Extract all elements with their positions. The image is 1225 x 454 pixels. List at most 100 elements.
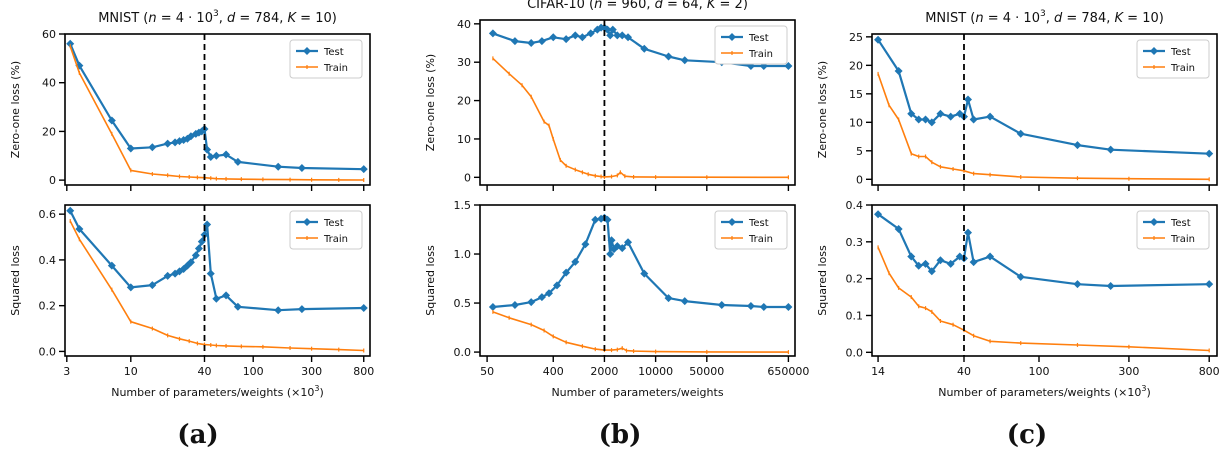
x-tick-label: 300 bbox=[1118, 365, 1139, 378]
y-tick-label: 0.4 bbox=[846, 199, 864, 212]
data-point-test bbox=[1016, 129, 1025, 138]
data-point-test bbox=[126, 283, 135, 292]
data-point-test bbox=[297, 305, 306, 314]
y-tick-label: 0.6 bbox=[39, 208, 57, 221]
data-point-test bbox=[608, 25, 617, 34]
legend-label: Test bbox=[748, 33, 769, 44]
data-point-test bbox=[603, 215, 612, 224]
data-point-test bbox=[581, 240, 590, 249]
data-point-test bbox=[963, 95, 972, 104]
series-line-train bbox=[877, 247, 1210, 352]
x-tick-label: 800 bbox=[353, 365, 374, 378]
x-tick-label: 2000 bbox=[590, 365, 618, 378]
legend: Test Train bbox=[1136, 39, 1210, 79]
legend-marker-test bbox=[1150, 47, 1158, 55]
data-point-test bbox=[537, 37, 546, 46]
y-tick-label: 0.0 bbox=[454, 346, 472, 359]
chart-panel-a-bottom: 3 10 40 100 300 800 0.0 0.2 0.4 0.6 Squared loss Nu… bbox=[9, 204, 374, 399]
data-point-test bbox=[986, 252, 995, 261]
chart-title: CIFAR-10 (n = 960, d = 64, K = 2) bbox=[527, 0, 748, 12]
x-tick-label: 40 bbox=[197, 365, 211, 378]
data-point-test bbox=[746, 62, 755, 71]
data-point-test bbox=[66, 39, 75, 48]
data-point-test bbox=[222, 291, 231, 300]
legend-label: Test bbox=[323, 47, 344, 58]
data-point-test bbox=[233, 302, 242, 311]
y-tick-label: 20 bbox=[849, 59, 863, 72]
caption-a: (a) bbox=[177, 420, 218, 450]
legend: Test Train bbox=[289, 39, 363, 79]
data-point-test bbox=[274, 162, 283, 171]
y-tick-label: 20 bbox=[457, 95, 471, 108]
data-point-test bbox=[107, 116, 116, 125]
data-point-test bbox=[664, 294, 673, 303]
data-point-test bbox=[200, 230, 209, 239]
y-tick-label: 0.3 bbox=[846, 236, 864, 249]
data-point-test bbox=[624, 33, 633, 42]
series-line-train bbox=[492, 311, 789, 353]
y-tick-label: 40 bbox=[42, 77, 56, 90]
chart-panel-c-top: 0 5 10 15 20 25 Zero-one loss (%) MNIST (n = 4 … bbox=[816, 9, 1218, 191]
chart-panel-b-bottom: 50 400 2000 10000 50000 650000 0.0 0.5 1.0 1.5 Squ… bbox=[424, 199, 809, 399]
legend-label: Test bbox=[1170, 47, 1191, 58]
y-tick-label: 10 bbox=[849, 116, 863, 129]
legend: Test Train bbox=[1136, 210, 1210, 250]
data-point-test bbox=[591, 215, 600, 224]
y-tick-label: 10 bbox=[457, 133, 471, 146]
y-tick-label: 0 bbox=[856, 173, 863, 186]
y-tick-label: 0.0 bbox=[846, 346, 864, 359]
data-point-test bbox=[613, 31, 622, 40]
data-point-test bbox=[544, 289, 553, 298]
data-point-test bbox=[537, 293, 546, 302]
chart-panel-c-bottom: 14 40 100 300 800 0.0 0.1 0.2 0.3 0.4 Squared loss… bbox=[816, 199, 1220, 399]
legend-marker-test bbox=[303, 47, 311, 55]
chart-title: MNIST (n = 4 · 103, d = 784, K = 10) bbox=[925, 9, 1164, 26]
data-point-test bbox=[1073, 280, 1082, 289]
data-point-test bbox=[607, 236, 616, 245]
x-tick-label: 800 bbox=[1199, 365, 1220, 378]
y-axis-label: Zero-one loss (%) bbox=[424, 54, 437, 151]
data-point-test bbox=[75, 225, 84, 234]
data-point-test bbox=[126, 144, 135, 153]
data-point-test bbox=[946, 112, 955, 121]
axes-frame bbox=[871, 204, 1218, 357]
data-point-test bbox=[562, 35, 571, 44]
legend-label: Test bbox=[323, 218, 344, 229]
axes-frame bbox=[871, 33, 1218, 186]
legend: Test Train bbox=[714, 25, 788, 65]
x-tick-label: 300 bbox=[301, 365, 322, 378]
chart-panel-b-top: 0 10 20 30 40 Zero-one loss (%) CIFAR-10 (n = … bbox=[424, 0, 796, 191]
y-tick-label: 30 bbox=[457, 56, 471, 69]
y-tick-label: 15 bbox=[849, 88, 863, 101]
y-tick-label: 25 bbox=[849, 31, 863, 44]
data-point-test bbox=[784, 62, 793, 71]
legend-label: Train bbox=[748, 49, 773, 60]
data-point-test bbox=[212, 151, 221, 160]
legend-label: Train bbox=[1170, 63, 1195, 74]
data-point-test bbox=[163, 139, 172, 148]
axes-frame bbox=[64, 204, 371, 357]
legend-marker-test bbox=[728, 218, 736, 226]
data-point-test bbox=[946, 259, 955, 268]
x-tick-label: 50 bbox=[480, 365, 494, 378]
axes-frame bbox=[64, 33, 371, 186]
data-point-test bbox=[488, 302, 497, 311]
data-point-test bbox=[969, 258, 978, 267]
y-tick-label: 40 bbox=[457, 18, 471, 31]
data-point-test bbox=[680, 297, 689, 306]
x-axis-label: Number of parameters/weights (×103) bbox=[111, 384, 324, 399]
data-point-test bbox=[894, 67, 903, 76]
y-tick-label: 60 bbox=[42, 28, 56, 41]
data-point-test bbox=[562, 268, 571, 277]
legend-label: Test bbox=[748, 218, 769, 229]
y-tick-label: 1.0 bbox=[454, 248, 472, 261]
data-point-test bbox=[1205, 149, 1214, 158]
data-point-test bbox=[510, 37, 519, 46]
data-point-test bbox=[1106, 145, 1115, 154]
y-tick-label: 0.4 bbox=[39, 254, 57, 267]
data-point-test bbox=[914, 261, 923, 270]
x-axis-label: Number of parameters/weights (×103) bbox=[938, 384, 1151, 399]
data-point-test bbox=[746, 301, 755, 310]
data-point-test bbox=[640, 269, 649, 278]
